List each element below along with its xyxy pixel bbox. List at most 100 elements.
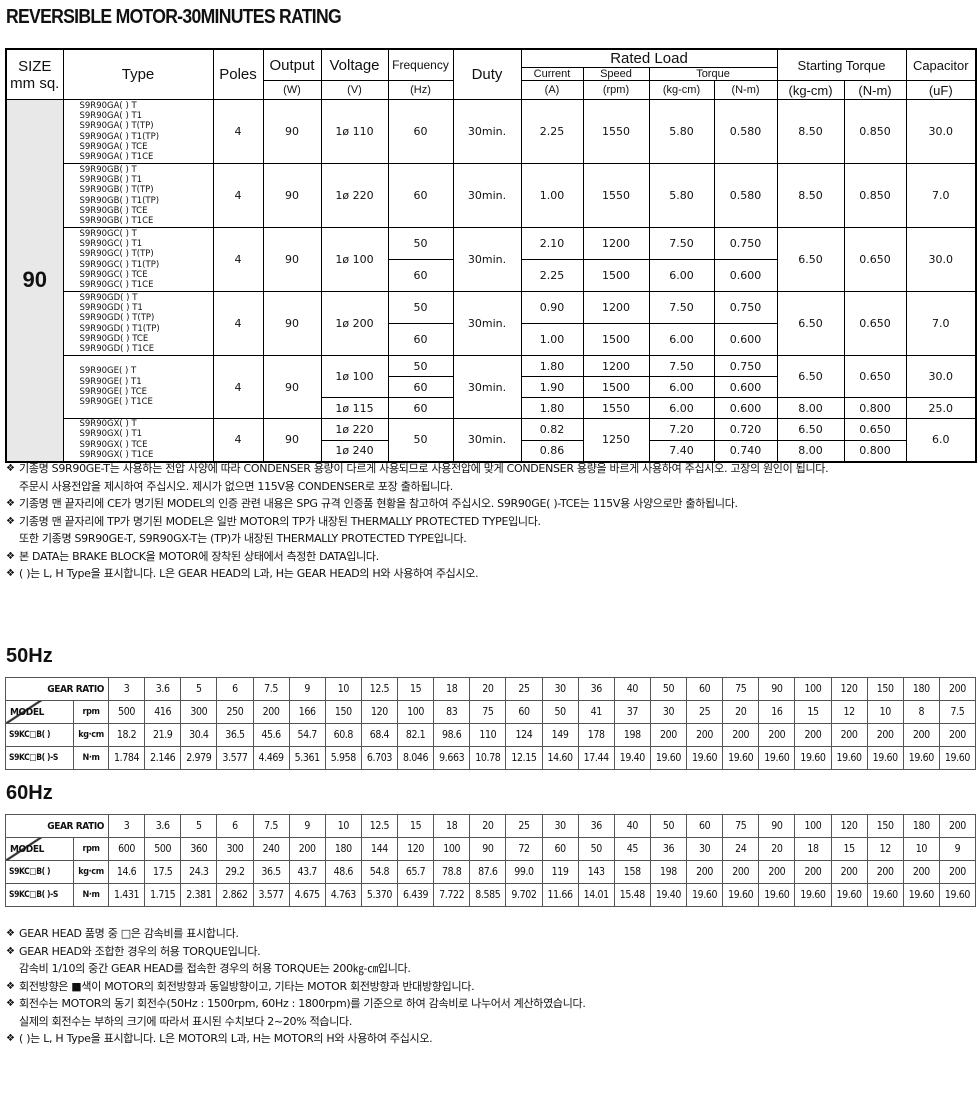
value-cell: 1ø 100: [320, 227, 389, 292]
torque-row: S9KC□B( ) kg·cm 18.2 21.9 30.4 36.5 45.6 54.7 60…: [5, 723, 977, 747]
ratio-cell: 6: [216, 814, 254, 838]
note-line: GEAR HEAD와 조합한 경우의 허용 TORQUE입니다.: [6, 943, 586, 961]
type-name: S9R90GE( ) T1: [79, 376, 142, 387]
value-cell: 1ø 240: [320, 439, 389, 462]
duty-cell: 30min.: [452, 355, 522, 419]
value-cell: 60: [387, 397, 454, 419]
type-name: S9R90GD( ) T1: [79, 302, 143, 313]
value-cell: 60: [387, 99, 454, 164]
value-cell: 6.50: [776, 355, 845, 398]
type-name: S9R90GA( ) TCE: [79, 141, 148, 152]
duty-cell: 30min.: [452, 227, 522, 292]
torque-cell: 43.7: [288, 860, 326, 884]
value-cell: 0.800: [843, 439, 907, 462]
ratio-cell: 120: [830, 814, 868, 838]
rpm-cell: 240: [252, 837, 290, 861]
torque-cell: 12.15: [505, 746, 543, 770]
value-cell: 1200: [582, 227, 650, 260]
torque-cell: 24.3: [180, 860, 218, 884]
rpm-cell: 15: [830, 837, 868, 861]
torque-cell: 1.431: [108, 883, 146, 907]
torque-cell: 200: [686, 860, 724, 884]
header-text: SIZE: [18, 57, 52, 75]
poles-cell: 4: [212, 418, 264, 462]
rpm-cell: 10: [902, 837, 940, 861]
value-cell: 1ø 200: [320, 291, 389, 356]
rpm-cell: 60: [541, 837, 579, 861]
value-cell: 1ø 100: [320, 355, 389, 398]
rpm-cell: 100: [433, 837, 471, 861]
header-cell: Poles: [212, 48, 264, 100]
output-cell: 90: [262, 418, 322, 462]
ratio-cell: 25: [505, 814, 543, 838]
type-name: S9R90GA( ) T: [79, 100, 137, 111]
rpm-cell: 30: [686, 837, 724, 861]
torque-cell: 19.40: [649, 883, 688, 907]
value-cell: 8.00: [776, 397, 845, 419]
value-cell: 50: [387, 227, 454, 260]
type-name: S9R90GD( ) T1(TP): [79, 323, 160, 334]
value-cell: 7.20: [648, 418, 715, 441]
poles-cell: 4: [212, 355, 264, 419]
value-cell: 7.50: [648, 291, 715, 324]
duty-cell: 30min.: [452, 291, 522, 356]
spec-table: SIZE mm sq. Type Poles Output Voltage Fre…: [5, 48, 978, 463]
torque-cell: 3.577: [216, 746, 254, 770]
value-cell: 0.600: [713, 376, 778, 398]
torque-cell: 200: [830, 860, 868, 884]
note-line: 회전수는 MOTOR의 동기 회전수(50Hz : 1500rpm, 60Hz …: [6, 995, 586, 1013]
torque-cell: 19.60: [866, 883, 904, 907]
torque-cell: 200: [902, 860, 940, 884]
note-line: ( )는 L, H Type을 표시합니다. L은 MOTOR의 L과, H는 …: [6, 1030, 586, 1048]
torque-cell: 19.60: [938, 746, 977, 770]
rpm-cell: 12: [830, 700, 868, 724]
torque-cell: 1.784: [108, 746, 146, 770]
gear-table: GEAR RATIO 3 3.6 5 6 7.5 9 10 12.5 15 18 20 25 30 36 40…: [4, 677, 977, 770]
header-cell: (rpm): [582, 80, 650, 100]
ratio-cell: 100: [794, 677, 832, 701]
value-cell: 0.650: [843, 418, 907, 441]
ratio-row: GEAR RATIO 3 3.6 5 6 7.5 9 10 12.5 15 18 20 25 30 36 40…: [4, 677, 977, 701]
value-cell: 0.750: [713, 227, 778, 260]
value-cell: 0.650: [843, 227, 907, 292]
header-cell: Type: [62, 48, 214, 100]
value-cell: 1550: [582, 163, 650, 228]
value-cell: 1.00: [520, 163, 584, 228]
torque-cell: 149: [541, 723, 579, 747]
rpm-cell: 60: [505, 700, 543, 724]
torque-cell: 78.8: [433, 860, 471, 884]
value-cell: 1ø 115: [320, 397, 389, 419]
torque-cell: 87.6: [469, 860, 507, 884]
type-name: S9R90GA( ) T1CE: [79, 152, 154, 163]
unit-label: kg·cm: [72, 860, 110, 884]
type-cell: S9R90GX( ) T S9R90GX( ) T1 S9R90GX( ) TCE S…: [62, 418, 214, 462]
torque-cell: 54.7: [288, 723, 326, 747]
torque-cell: 19.60: [758, 883, 796, 907]
poles-cell: 4: [212, 227, 264, 292]
torque-cell: 200: [758, 860, 796, 884]
ratio-cell: 18: [433, 677, 471, 701]
rpm-cell: 24: [722, 837, 760, 861]
value-cell: 50: [387, 355, 454, 377]
rpm-cell: 10: [866, 700, 904, 724]
type-name: S9R90GC( ) T1CE: [79, 280, 154, 291]
ratio-cell: 3: [108, 814, 146, 838]
value-cell: 7.50: [648, 227, 715, 260]
value-cell: 1550: [582, 397, 650, 419]
value-cell: 60: [387, 259, 454, 292]
ratio-cell: 7.5: [252, 814, 290, 838]
rpm-cell: 90: [469, 837, 507, 861]
model-name: S9KC□B( )-S: [5, 883, 74, 907]
value-cell: 6.50: [776, 291, 845, 356]
torque-cell: 19.40: [613, 746, 651, 770]
type-name: S9R90GX( ) TCE: [79, 439, 148, 450]
spec-row: S9R90GX( ) T S9R90GX( ) T1 S9R90GX( ) TCE S…: [6, 418, 977, 462]
value-cell: 1200: [582, 291, 650, 324]
model-name: S9KC□B( )-S: [5, 746, 74, 770]
rpm-cell: 600: [108, 837, 146, 861]
value-cell: 1250: [582, 418, 650, 462]
torque-cell: 2.381: [180, 883, 218, 907]
value-cell: 6.00: [648, 259, 715, 292]
ratio-cell: 5: [180, 677, 218, 701]
torque-cell: 19.60: [830, 883, 868, 907]
